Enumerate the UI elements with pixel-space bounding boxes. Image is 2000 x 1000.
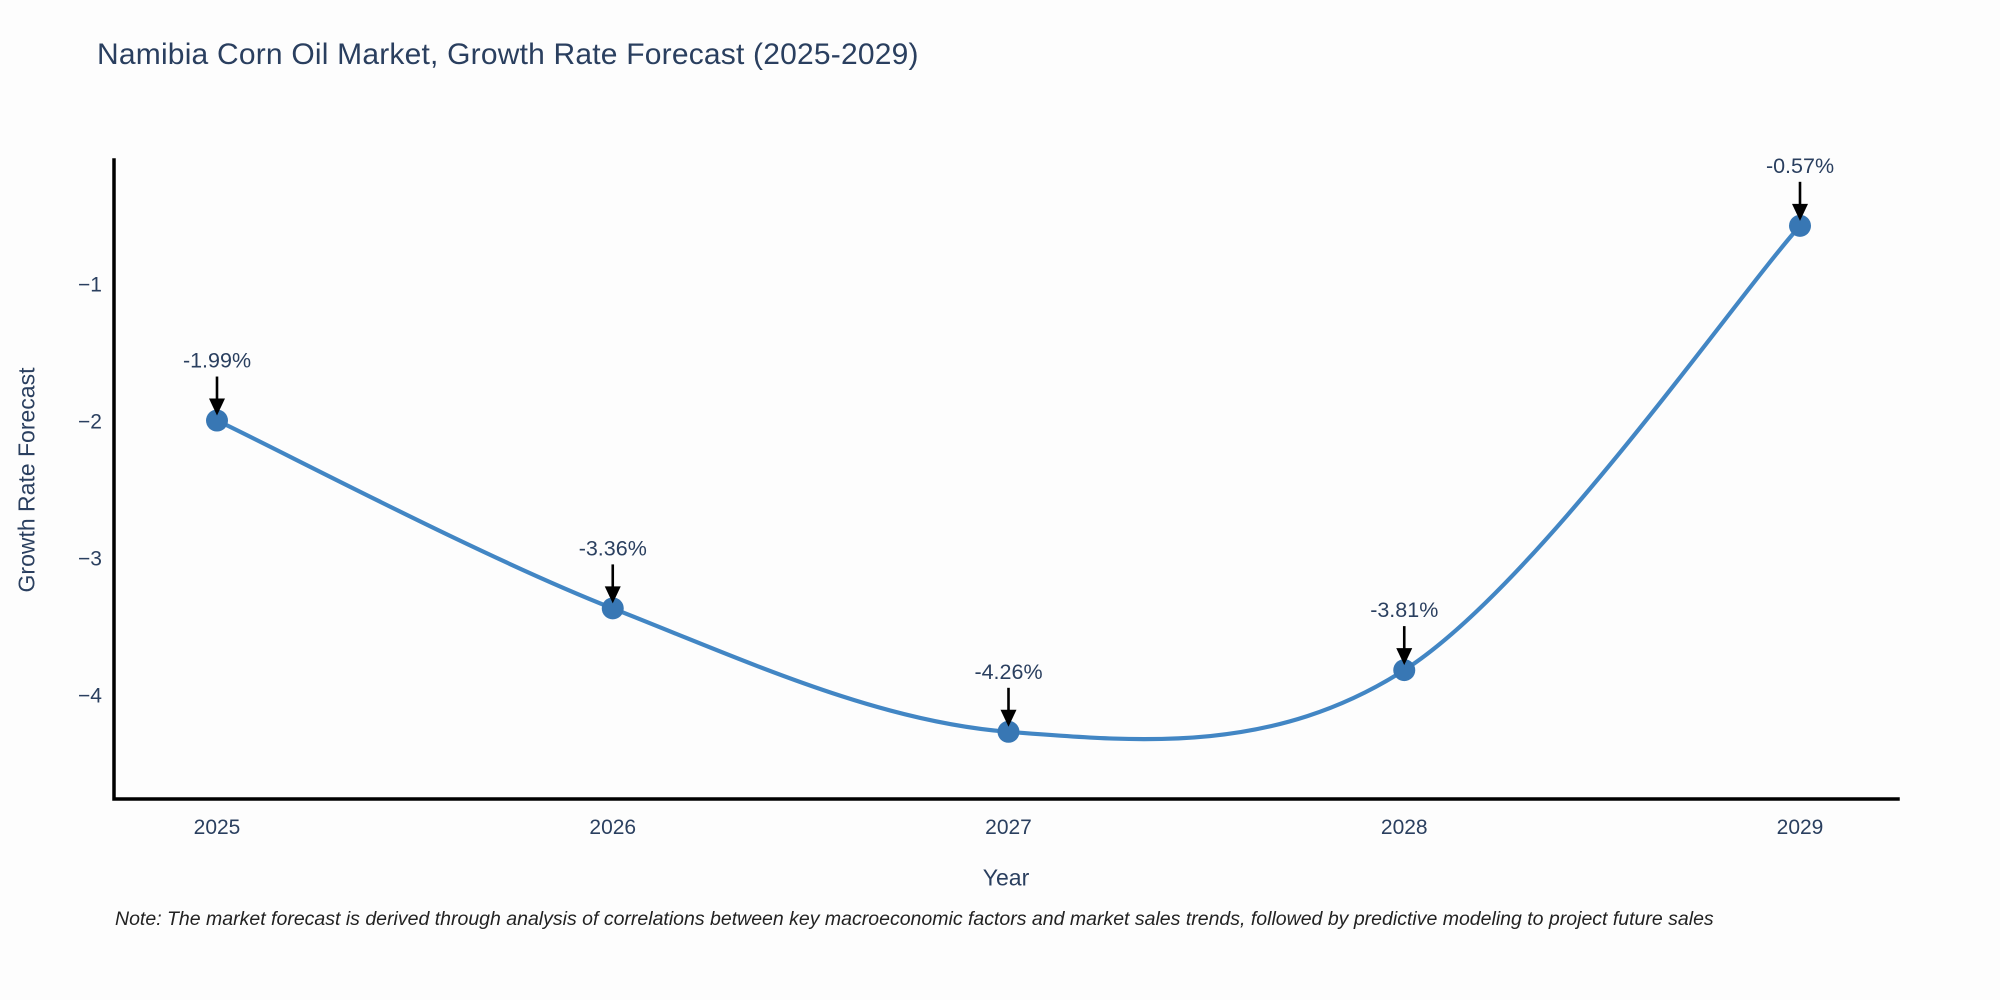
annotation-arrowhead-icon (1792, 203, 1808, 221)
y-tick-label: −3 (78, 548, 102, 571)
annotation-arrowhead-icon (1000, 709, 1017, 727)
chart-footnote: Note: The market forecast is derived thr… (115, 908, 1714, 930)
annotation-arrowhead-icon (1396, 648, 1413, 666)
data-point-marker[interactable] (1789, 214, 1811, 237)
data-point-marker[interactable] (997, 720, 1020, 743)
trend-line (214, 223, 1803, 742)
x-tick-label: 2028 (1381, 816, 1428, 839)
data-point-marker[interactable] (601, 597, 624, 620)
x-tick-label: 2027 (985, 816, 1032, 839)
annotation-label: -0.57% (1766, 154, 1834, 178)
y-tick-label: −4 (78, 685, 102, 708)
annotation-arrowhead-icon (604, 586, 621, 604)
x-tick-label: 2025 (194, 816, 241, 839)
y-tick-label: −2 (78, 410, 102, 433)
annotation-label: -3.36% (579, 536, 647, 560)
y-tick-label: −1 (78, 273, 102, 296)
data-point-marker[interactable] (206, 409, 228, 432)
x-axis-title: Year (982, 864, 1030, 891)
data-point-marker[interactable] (1393, 659, 1416, 682)
annotation-label: -3.81% (1370, 598, 1438, 622)
annotation-label: -1.99% (183, 349, 251, 373)
annotation-arrowhead-icon (209, 398, 225, 416)
x-tick-label: 2029 (1777, 816, 1824, 839)
chart-title: Namibia Corn Oil Market, Growth Rate For… (97, 38, 919, 71)
annotation-label: -4.26% (974, 660, 1042, 684)
x-tick-label: 2026 (589, 816, 636, 839)
axis-lines (112, 158, 1900, 801)
